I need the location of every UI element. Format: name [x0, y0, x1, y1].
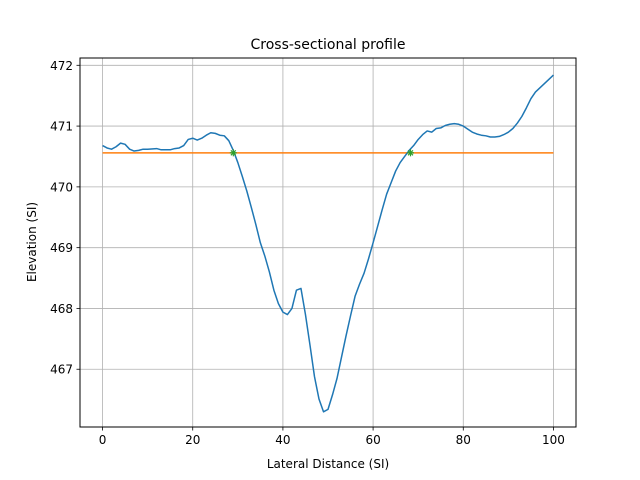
y-tick-label: 472: [50, 59, 73, 73]
y-axis-ticks: 467 468 469 470 471 472: [50, 59, 80, 377]
x-tick-label: 80: [456, 433, 471, 447]
elevation-profile-line: [102, 74, 554, 413]
y-tick-label: 467: [50, 363, 73, 377]
chart-grid: [80, 58, 576, 427]
x-tick-label: 20: [185, 433, 200, 447]
x-tick-label: 60: [365, 433, 380, 447]
x-tick-label: 100: [542, 433, 565, 447]
plot-frame: [79, 57, 577, 428]
x-tick-label: 40: [275, 433, 290, 447]
x-axis-ticks: 0 20 40 60 80 100: [99, 427, 565, 447]
elevation-profile-series: [102, 74, 554, 413]
intersection-markers: [229, 149, 415, 157]
y-tick-label: 470: [50, 180, 73, 194]
y-tick-label: 469: [50, 241, 73, 255]
y-tick-label: 471: [50, 120, 73, 134]
y-axis-label: Elevation (SI): [25, 202, 39, 282]
x-axis-label: Lateral Distance (SI): [267, 457, 389, 471]
intersection-star-marker: [407, 149, 415, 157]
y-tick-label: 468: [50, 302, 73, 316]
intersection-star-marker: [229, 149, 237, 157]
x-tick-label: 0: [99, 433, 107, 447]
chart-title: Cross-sectional profile: [251, 37, 406, 53]
